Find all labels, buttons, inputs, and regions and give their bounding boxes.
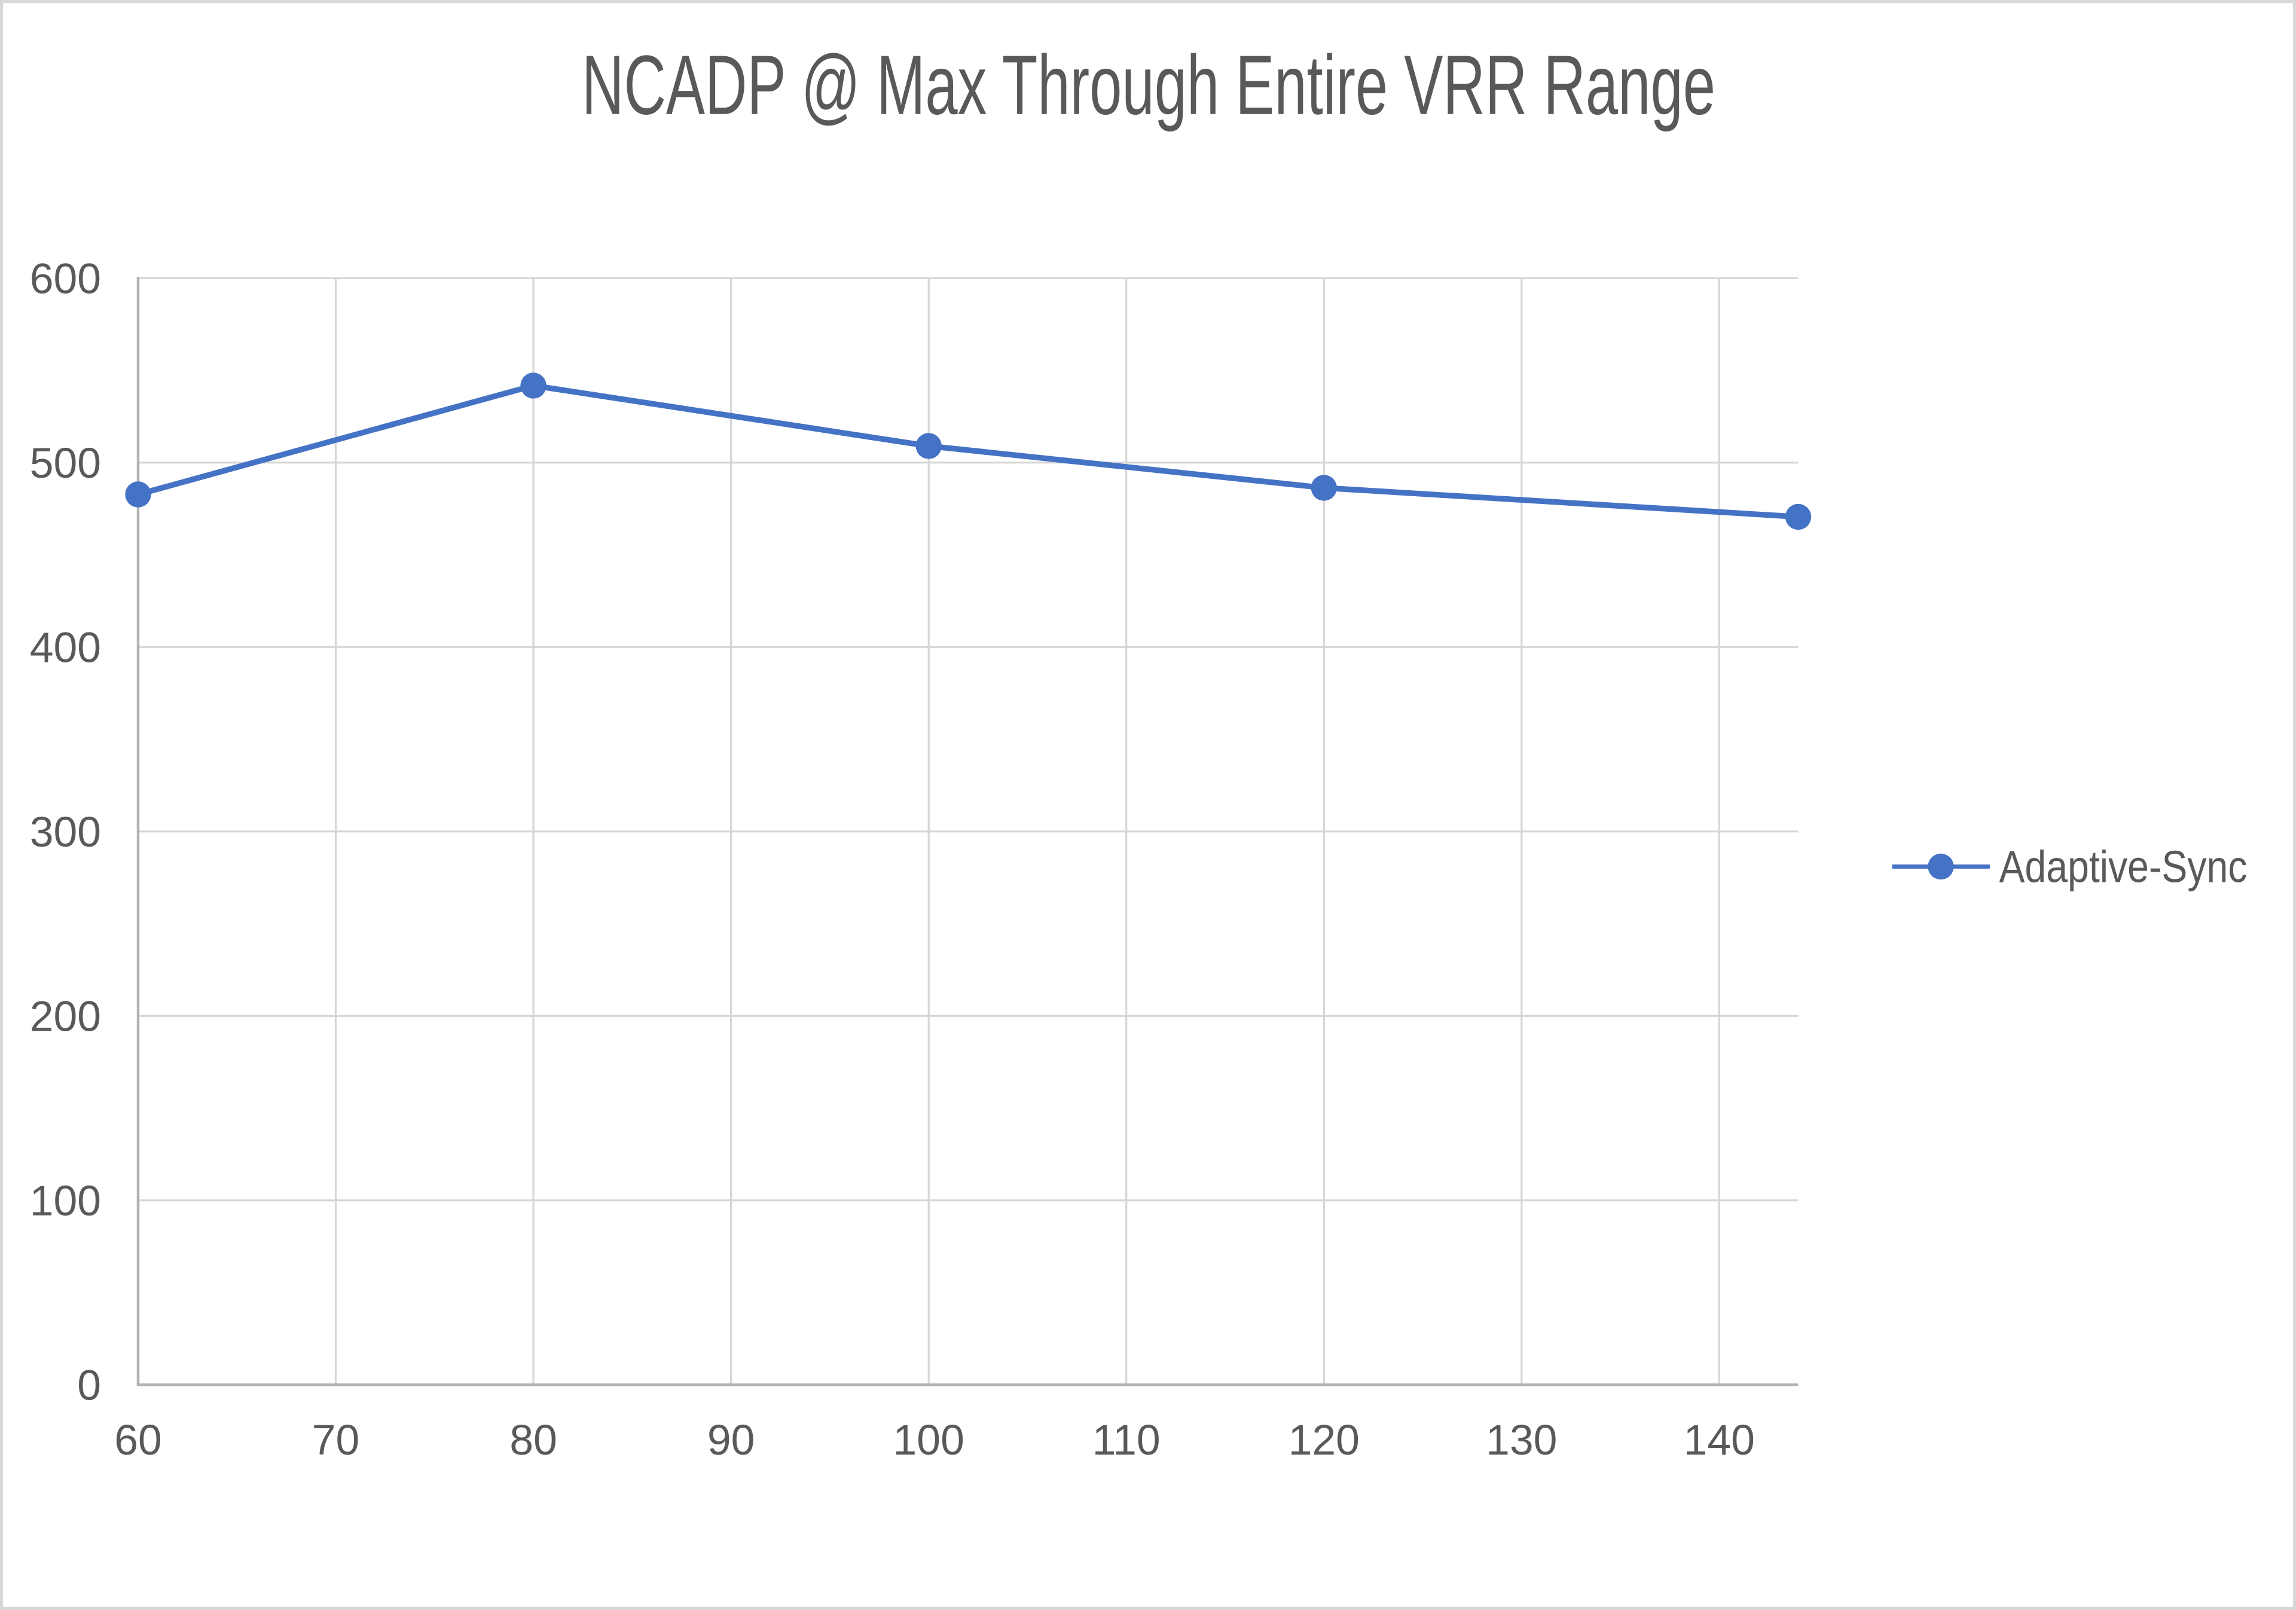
svg-text:130: 130 <box>1486 1416 1557 1464</box>
svg-text:100: 100 <box>893 1416 964 1464</box>
svg-text:NCADP @ Max Through Entire VRR: NCADP @ Max Through Entire VRR Range <box>582 38 1715 132</box>
svg-text:600: 600 <box>30 255 101 303</box>
svg-text:80: 80 <box>509 1416 557 1464</box>
svg-text:120: 120 <box>1289 1416 1360 1464</box>
svg-text:0: 0 <box>77 1361 101 1409</box>
svg-text:90: 90 <box>707 1416 755 1464</box>
svg-text:200: 200 <box>30 992 101 1040</box>
svg-text:300: 300 <box>30 808 101 856</box>
svg-text:70: 70 <box>312 1416 360 1464</box>
svg-text:Adaptive-Sync: Adaptive-Sync <box>1999 842 2248 892</box>
svg-text:100: 100 <box>30 1177 101 1225</box>
svg-text:140: 140 <box>1684 1416 1755 1464</box>
svg-text:500: 500 <box>30 439 101 487</box>
svg-text:400: 400 <box>30 624 101 671</box>
svg-text:110: 110 <box>1092 1416 1161 1464</box>
svg-text:60: 60 <box>114 1416 162 1464</box>
